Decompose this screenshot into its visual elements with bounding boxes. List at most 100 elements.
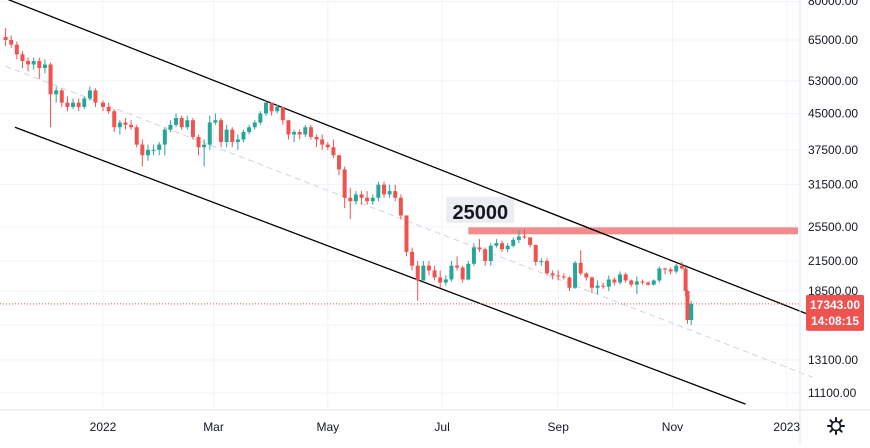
candle xyxy=(365,191,370,205)
candle xyxy=(578,250,583,276)
candle-body xyxy=(82,98,87,107)
candle xyxy=(342,166,347,209)
candle xyxy=(398,194,403,220)
candle xyxy=(235,134,240,150)
candle-body xyxy=(112,111,117,128)
candle xyxy=(9,35,14,48)
candle xyxy=(14,41,19,60)
candle xyxy=(657,266,662,283)
candle-body xyxy=(196,136,201,148)
countdown-timer: 14:08:15 xyxy=(811,314,859,328)
candle xyxy=(455,256,460,271)
candle xyxy=(101,100,105,112)
candle-body xyxy=(14,44,19,55)
candle-body xyxy=(331,147,336,156)
candle-body xyxy=(612,279,617,283)
candle-body xyxy=(129,124,134,128)
time-axis[interactable]: 2022 Mar May Jul Sep Nov 2023 xyxy=(0,409,870,434)
candle xyxy=(539,258,544,266)
candle xyxy=(376,181,381,202)
candle xyxy=(219,117,224,148)
y-tick-label: 25500.00 xyxy=(808,220,858,234)
candle-body xyxy=(488,245,493,261)
candle xyxy=(679,261,684,270)
candle-body xyxy=(477,247,482,250)
candle xyxy=(387,184,392,198)
price-axis[interactable]: 11100.0013100.0015600.0018500.0021500.00… xyxy=(799,0,858,443)
x-tick-label: Mar xyxy=(203,420,224,434)
candle-body xyxy=(505,245,510,250)
candle xyxy=(415,260,420,301)
channel-line-upper xyxy=(7,0,814,317)
gear-tooth xyxy=(829,419,834,424)
candle xyxy=(370,194,375,205)
candle xyxy=(275,104,280,114)
candle-body xyxy=(662,268,667,270)
candle xyxy=(353,191,358,205)
candle-body xyxy=(668,269,673,272)
x-tick-label: Nov xyxy=(662,420,683,434)
candle-body xyxy=(426,265,431,271)
x-tick-label: May xyxy=(316,420,339,434)
candle-body xyxy=(292,132,297,135)
y-tick-label: 45000.00 xyxy=(808,106,858,120)
candle xyxy=(93,88,98,107)
candle-body xyxy=(59,90,64,103)
x-tick-label: 2023 xyxy=(773,420,800,434)
x-tick-label: 2022 xyxy=(90,420,117,434)
candle-body xyxy=(466,263,471,280)
resistance-zone: 25000 xyxy=(446,196,798,235)
candle-body xyxy=(174,117,179,125)
candle xyxy=(528,237,533,248)
candle xyxy=(337,155,342,176)
candle-body xyxy=(410,251,415,266)
candle xyxy=(241,129,246,143)
candle xyxy=(54,86,59,103)
candle xyxy=(584,272,589,281)
settings-gear-icon[interactable] xyxy=(827,417,845,435)
candle xyxy=(76,98,81,112)
candle xyxy=(466,260,471,281)
candle-body xyxy=(404,215,409,252)
candle xyxy=(42,59,47,74)
candle xyxy=(196,134,201,156)
candle xyxy=(162,127,167,156)
candle xyxy=(3,28,8,47)
candle-body xyxy=(528,237,533,245)
candle xyxy=(140,139,145,167)
candle xyxy=(646,281,651,286)
candle-body xyxy=(567,277,572,288)
y-tick-label: 37500.00 xyxy=(808,143,858,157)
candle-body xyxy=(595,285,600,288)
candle-body xyxy=(556,275,561,277)
candle-body xyxy=(325,144,330,148)
candle-body xyxy=(286,120,291,135)
candle xyxy=(123,117,128,130)
candle xyxy=(623,272,628,283)
last-price-value: 17343.00 xyxy=(810,298,860,312)
candle-body xyxy=(674,265,679,272)
candle xyxy=(134,124,139,148)
y-tick-label: 11100.00 xyxy=(808,386,857,400)
candle-body xyxy=(415,265,420,281)
candle-body xyxy=(657,268,662,281)
candle-body xyxy=(230,129,235,143)
candle xyxy=(31,57,36,70)
y-tick-label: 21500.00 xyxy=(808,254,858,268)
candle-body xyxy=(438,277,443,283)
candle-body xyxy=(359,194,364,198)
candle xyxy=(651,279,656,286)
candle xyxy=(449,260,454,282)
candle-body xyxy=(550,273,555,276)
candle-body xyxy=(584,273,589,278)
candle xyxy=(202,139,207,167)
candle-body xyxy=(87,90,92,99)
resistance-label-bg xyxy=(446,196,515,223)
candle-body xyxy=(269,102,274,112)
candle-body xyxy=(353,194,358,202)
candle-body xyxy=(42,64,47,68)
candle-body xyxy=(449,265,454,280)
candle-body xyxy=(500,243,505,250)
